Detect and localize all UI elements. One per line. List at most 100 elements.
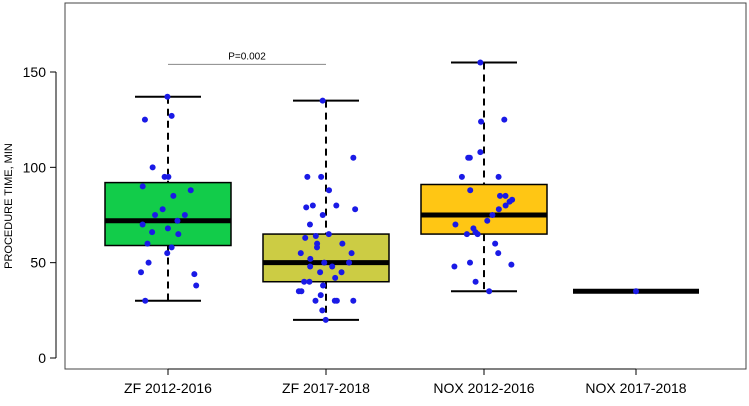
x-tick-label: NOX 2012-2016 <box>433 380 534 396</box>
data-point <box>501 116 508 123</box>
data-point <box>314 244 321 251</box>
data-point <box>451 263 458 270</box>
data-point <box>477 149 484 156</box>
box-iqr <box>262 233 390 283</box>
data-point <box>320 282 327 289</box>
data-point <box>492 240 499 247</box>
data-point <box>331 297 338 304</box>
data-point <box>191 271 198 278</box>
x-tick-label: NOX 2017-2018 <box>585 380 686 396</box>
data-point <box>307 255 314 262</box>
data-point <box>142 297 149 304</box>
data-point <box>318 173 325 180</box>
data-point <box>164 250 171 257</box>
y-tick-label: 0 <box>38 350 46 366</box>
data-point <box>467 187 474 194</box>
data-point <box>303 204 310 211</box>
data-point <box>495 206 502 213</box>
data-point <box>319 307 326 314</box>
y-axis-title: PROCEDURE TIME, MIN <box>3 143 15 269</box>
data-point <box>495 173 502 180</box>
data-point <box>458 173 465 180</box>
data-point <box>467 259 474 266</box>
data-point <box>633 288 639 295</box>
data-point <box>312 232 319 239</box>
data-point <box>149 164 156 171</box>
data-point <box>159 206 166 213</box>
data-point <box>307 263 314 270</box>
x-tick-label: ZF 2017-2018 <box>282 380 370 396</box>
data-point <box>486 288 493 295</box>
data-point <box>187 187 194 194</box>
data-point <box>508 261 515 268</box>
data-point <box>463 231 470 238</box>
data-point <box>295 288 302 295</box>
data-point <box>138 269 145 276</box>
data-point <box>139 221 146 228</box>
data-point <box>312 297 319 304</box>
data-point <box>346 259 353 266</box>
data-point <box>477 59 484 66</box>
data-point <box>338 269 345 276</box>
data-point <box>304 173 311 180</box>
data-point <box>329 263 336 270</box>
data-point <box>141 116 148 123</box>
data-point <box>495 250 502 257</box>
annotation-group: P=0.002 <box>168 51 326 65</box>
data-point <box>164 93 171 100</box>
data-point <box>452 221 459 228</box>
data-point <box>489 212 496 218</box>
data-point <box>319 97 326 104</box>
y-tick-label: 100 <box>23 159 47 175</box>
data-point <box>168 244 175 251</box>
data-point <box>348 250 355 257</box>
data-point <box>139 183 146 190</box>
data-point <box>352 206 359 213</box>
data-point <box>302 234 309 241</box>
data-point <box>193 282 200 289</box>
p-value-label: P=0.002 <box>228 51 266 62</box>
points-group <box>138 59 639 323</box>
data-point <box>484 217 491 224</box>
data-point <box>502 192 509 199</box>
data-point <box>306 221 313 228</box>
data-point <box>350 297 357 304</box>
data-point <box>478 118 485 125</box>
data-point <box>309 202 316 209</box>
data-point <box>339 240 346 247</box>
data-point <box>168 112 175 119</box>
data-point <box>301 278 308 285</box>
data-point <box>465 154 472 161</box>
data-point <box>472 278 479 285</box>
data-point <box>170 192 177 199</box>
y-tick-label: 50 <box>30 255 46 271</box>
x-tick-label: ZF 2012-2016 <box>124 380 212 396</box>
data-point <box>333 202 340 209</box>
data-point <box>322 316 329 323</box>
data-point <box>321 259 328 266</box>
data-point <box>306 278 313 285</box>
data-point <box>164 225 171 232</box>
box-iqr <box>104 181 232 247</box>
data-point <box>181 212 188 218</box>
data-point <box>502 202 509 209</box>
y-tick-label: 150 <box>23 64 47 80</box>
data-point <box>319 212 326 218</box>
box-group <box>104 61 699 321</box>
data-point <box>175 231 182 238</box>
data-point <box>332 274 339 281</box>
box-iqr <box>420 183 548 235</box>
data-point <box>317 269 324 276</box>
data-point <box>474 231 481 238</box>
y-axis: 0 50 100 150 <box>23 64 57 366</box>
data-point <box>174 217 181 224</box>
x-axis: ZF 2012-2016 ZF 2017-2018 NOX 2012-2016 NOX… <box>124 368 687 396</box>
data-point <box>506 198 513 205</box>
data-point <box>325 231 332 238</box>
data-point <box>326 187 333 194</box>
data-point <box>152 212 159 218</box>
data-point <box>149 229 156 236</box>
data-point <box>350 154 357 161</box>
data-point <box>496 192 503 199</box>
data-point <box>317 292 324 299</box>
